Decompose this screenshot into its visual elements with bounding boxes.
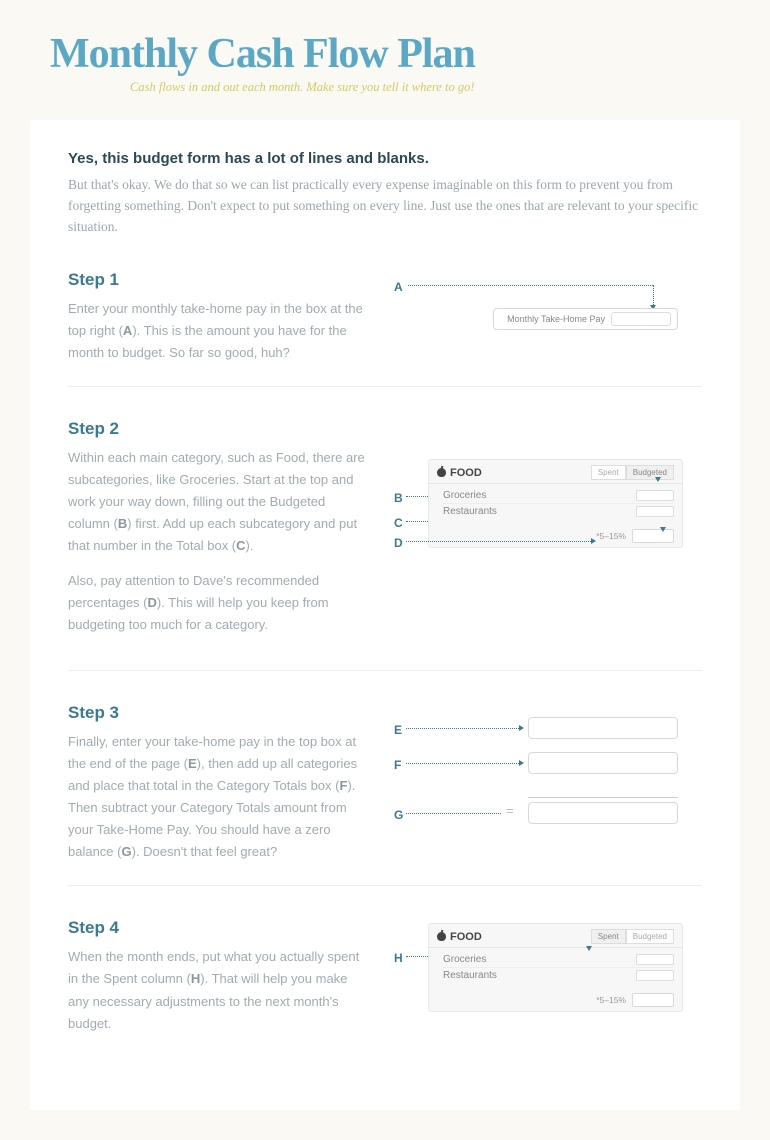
- page: Monthly Cash Flow Plan Cash flows in and…: [30, 30, 740, 1110]
- pct-label: *5–15%: [596, 995, 626, 1005]
- step-2-title: Step 2: [68, 419, 368, 439]
- dotline: [406, 728, 519, 729]
- step-4: Step 4 When the month ends, put what you…: [68, 918, 702, 1070]
- arrow-icon: [655, 477, 661, 482]
- box-e: [528, 717, 678, 739]
- step-2: Step 2 Within each main category, such a…: [68, 419, 702, 671]
- row-groceries: Groceries: [443, 952, 674, 968]
- food-icon: [437, 932, 446, 941]
- marker-c: C: [394, 516, 403, 530]
- tab-spent: Spent: [591, 929, 626, 944]
- arrow-icon: [519, 725, 524, 731]
- dotline: [406, 956, 428, 957]
- tab-spent: Spent: [591, 465, 626, 480]
- dotline: [406, 763, 519, 764]
- row-groceries: Groceries: [443, 488, 674, 504]
- step-4-text: When the month ends, put what you actual…: [68, 946, 368, 1034]
- intro-text: But that's okay. We do that so we can li…: [68, 175, 702, 238]
- input-placeholder: [636, 490, 674, 501]
- marker-g: G: [394, 808, 403, 822]
- arrow-icon: [586, 946, 592, 951]
- step-1-text: Enter your monthly take-home pay in the …: [68, 298, 368, 364]
- dotline: [406, 521, 428, 522]
- dotline: [406, 541, 591, 542]
- total-box: [632, 993, 674, 1007]
- panel-title: FOOD: [437, 467, 482, 479]
- illus-take-home-pay: Monthly Take-Home Pay: [493, 308, 678, 330]
- box-g: [528, 802, 678, 824]
- row-restaurants: Restaurants: [443, 504, 674, 519]
- dotline: [406, 813, 501, 814]
- arrow-icon: [519, 760, 524, 766]
- marker-h: H: [394, 951, 403, 965]
- page-subtitle: Cash flows in and out each month. Make s…: [130, 80, 740, 95]
- total-box: [632, 529, 674, 543]
- food-panel-2: FOOD Spent Budgeted Groceries: [428, 923, 683, 1012]
- marker-d: D: [394, 536, 403, 550]
- food-panel: FOOD Spent Budgeted Groceries: [428, 459, 683, 548]
- dotline: [406, 496, 428, 497]
- marker-f: F: [394, 758, 401, 772]
- step-2-text: Within each main category, such as Food,…: [68, 447, 368, 636]
- row-restaurants: Restaurants: [443, 968, 674, 983]
- illus-label-a: Monthly Take-Home Pay: [507, 314, 605, 324]
- dotline: [408, 285, 653, 286]
- food-icon: [437, 468, 446, 477]
- step-1: Step 1 Enter your monthly take-home pay …: [68, 270, 702, 387]
- step-3-text: Finally, enter your take-home pay in the…: [68, 731, 368, 864]
- input-placeholder: [636, 954, 674, 965]
- input-placeholder: [636, 970, 674, 981]
- input-placeholder: [611, 312, 671, 326]
- marker-a: A: [394, 280, 403, 294]
- content-box: Yes, this budget form has a lot of lines…: [30, 120, 740, 1110]
- box-f: [528, 752, 678, 774]
- step-1-title: Step 1: [68, 270, 368, 290]
- dotline: [653, 285, 654, 305]
- input-placeholder: [636, 506, 674, 517]
- intro-heading: Yes, this budget form has a lot of lines…: [68, 150, 702, 167]
- divider: [528, 797, 678, 798]
- panel-title: FOOD: [437, 931, 482, 943]
- marker-b: B: [394, 491, 403, 505]
- step-4-title: Step 4: [68, 918, 368, 938]
- equals-sign: =: [506, 803, 514, 818]
- pct-label: *5–15%: [596, 531, 626, 541]
- tab-budgeted: Budgeted: [626, 465, 674, 480]
- step-3-title: Step 3: [68, 703, 368, 723]
- step-3: Step 3 Finally, enter your take-home pay…: [68, 703, 702, 887]
- arrow-icon: [660, 527, 666, 532]
- page-title: Monthly Cash Flow Plan: [50, 30, 740, 78]
- tab-budgeted: Budgeted: [626, 929, 674, 944]
- arrow-icon: [591, 538, 596, 544]
- marker-e: E: [394, 723, 402, 737]
